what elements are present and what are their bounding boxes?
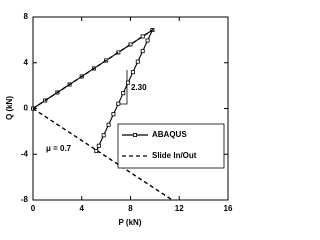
- chart: P (kN) Q (kN) 2.30 μ = 0.7 0 4 8 12 16 -8 -4 0 4…: [5, 12, 233, 227]
- data-marker: [116, 50, 121, 55]
- friction-annotation: μ = 0.7: [46, 144, 72, 153]
- data-marker: [96, 143, 101, 148]
- data-marker: [135, 59, 140, 64]
- x-tick-label: 12: [175, 204, 184, 213]
- x-tick-label: 8: [128, 204, 133, 213]
- y-tick-label: -4: [21, 149, 29, 158]
- data-marker: [121, 91, 126, 96]
- legend-label: ABAQUS: [152, 130, 187, 139]
- data-marker: [128, 42, 133, 47]
- x-tick-label: 4: [80, 204, 85, 213]
- legend-box: [117, 123, 225, 169]
- y-tick-label: 0: [24, 104, 29, 113]
- y-tick-label: -8: [21, 195, 29, 204]
- y-tick-label: 8: [24, 12, 29, 21]
- slope-annotation: 2.30: [131, 83, 147, 92]
- x-tick-label: 0: [31, 204, 36, 213]
- x-tick-label: 16: [224, 204, 233, 213]
- data-marker: [140, 34, 145, 39]
- data-marker: [116, 101, 121, 106]
- data-marker: [145, 38, 150, 43]
- y-tick-label: 4: [24, 58, 29, 67]
- data-marker: [126, 80, 131, 85]
- data-marker: [140, 49, 145, 54]
- x-axis-label: P (kN): [119, 218, 142, 227]
- legend-label: Slide In/Out: [152, 151, 197, 160]
- data-marker: [111, 112, 116, 117]
- series-line: [32, 27, 173, 201]
- y-axis-label: Q (kN): [5, 96, 14, 120]
- data-marker: [106, 122, 111, 127]
- data-marker: [130, 70, 135, 75]
- data-marker: [101, 133, 106, 138]
- legend-marker: [132, 132, 137, 137]
